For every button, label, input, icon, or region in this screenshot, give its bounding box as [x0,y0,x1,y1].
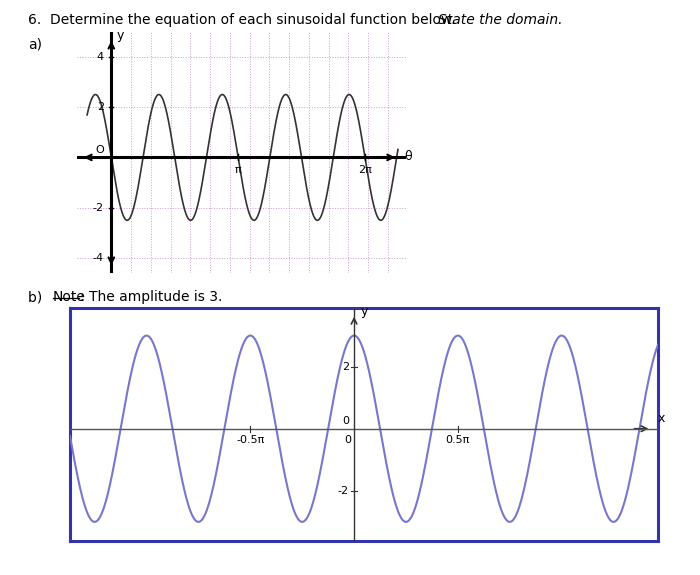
Text: State the domain.: State the domain. [438,13,562,27]
Text: θ: θ [404,150,412,163]
Text: 0: 0 [342,416,349,426]
Text: 0.5π: 0.5π [446,435,470,445]
Text: O: O [95,145,104,155]
Text: Note: Note [52,290,85,304]
Text: x: x [658,412,666,425]
Text: -2: -2 [93,203,104,213]
Text: -2: -2 [337,486,349,496]
Text: 0: 0 [344,435,351,445]
Text: -0.5π: -0.5π [236,435,265,445]
Text: -4: -4 [93,253,104,263]
Text: π: π [234,166,241,175]
Text: 6.  Determine the equation of each sinusoidal function below.: 6. Determine the equation of each sinuso… [28,13,460,27]
Text: 2: 2 [97,102,104,112]
Text: 2: 2 [342,362,349,371]
Text: y: y [360,305,368,318]
Text: : The amplitude is 3.: : The amplitude is 3. [80,290,223,304]
Text: a): a) [28,37,42,51]
Text: 4: 4 [97,52,104,62]
Text: 2π: 2π [358,166,372,175]
Text: b): b) [28,290,47,304]
Text: y: y [116,29,123,42]
